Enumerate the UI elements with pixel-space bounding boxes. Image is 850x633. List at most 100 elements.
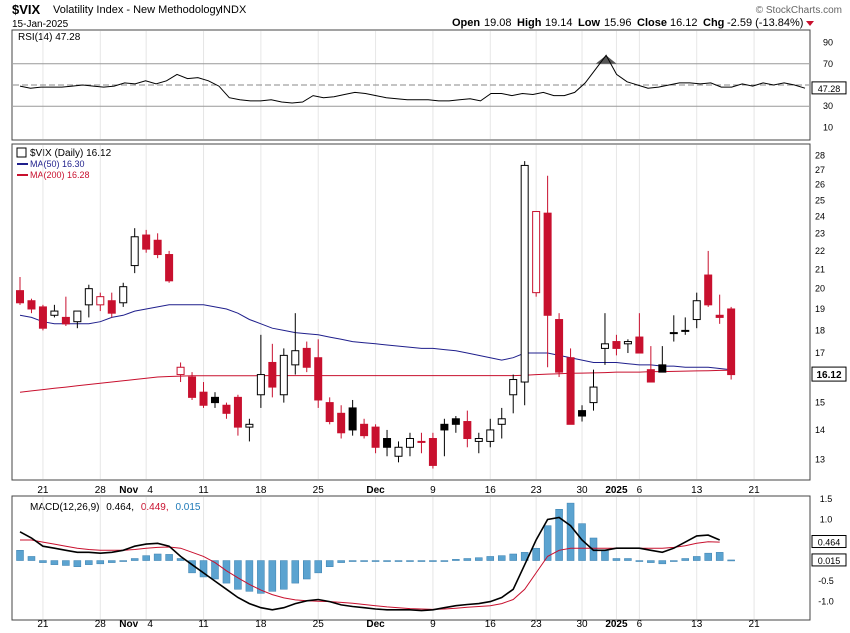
macd-histogram-bar — [578, 523, 586, 561]
price-tick-label: 28 — [815, 150, 825, 160]
macd-histogram-bar — [16, 550, 24, 561]
macd-histogram-bar — [658, 560, 667, 565]
candle-body — [371, 426, 380, 448]
candle-body — [199, 391, 208, 406]
price-tick-label: 20 — [815, 284, 825, 294]
candle-body — [646, 369, 655, 383]
candle-body — [463, 421, 472, 440]
price-tick-label: 22 — [815, 246, 825, 256]
macd-histogram-bar — [383, 560, 391, 562]
macd-histogram-bar — [429, 560, 437, 562]
candle-body — [153, 239, 162, 256]
x-axis-label: 16 — [485, 619, 497, 630]
candle-body — [256, 374, 265, 396]
candle-body — [623, 341, 632, 345]
macd-histogram-bar — [601, 550, 609, 561]
macd-title-name: MACD(12,26,9) — [30, 502, 99, 513]
candle-body — [245, 423, 254, 428]
rsi-tick-label: 90 — [823, 38, 833, 48]
macd-histogram-bar — [727, 559, 735, 562]
macd-histogram-bar — [257, 560, 265, 594]
price-panel — [11, 143, 811, 481]
x-axis-label: 21 — [749, 619, 761, 630]
candle-body — [130, 236, 139, 267]
macd-histogram-bar — [566, 502, 575, 561]
macd-histogram-bar — [440, 560, 449, 562]
price-current-box — [811, 366, 847, 382]
x-axis-label: Dec — [366, 485, 385, 496]
x-axis-label: 9 — [430, 619, 436, 630]
low-value: 15.96 — [604, 17, 632, 29]
macd-histogram-bar — [222, 560, 231, 584]
x-axis-label: 2025 — [605, 485, 628, 496]
rsi-tick-label: 10 — [823, 122, 833, 132]
macd-histogram-bar — [245, 560, 254, 592]
candle-body — [348, 407, 357, 431]
x-axis-label: 21 — [37, 619, 49, 630]
rsi-current-box — [811, 81, 847, 95]
candle-body — [61, 316, 70, 325]
macd-histogram-bar — [394, 560, 403, 562]
x-axis-label: 13 — [691, 485, 703, 496]
macd-histogram-bar — [50, 560, 59, 565]
ma50-legend: MA(50) 16.30 — [30, 159, 85, 169]
x-axis-labels: 21 21 28 28 Nov Nov 4 4 11 11 18 18 25 25 Dec Dec 9 9 16 16… — [37, 485, 760, 630]
x-axis-label: 30 — [576, 619, 588, 630]
price-tick-label: 21 — [815, 264, 825, 274]
rsi-tick-label: 70 — [823, 59, 833, 69]
macd-tick-label: -0.5 — [818, 576, 834, 586]
candle-body — [302, 347, 311, 368]
price-tick-label: 24 — [815, 211, 825, 221]
macd-histogram-bar — [119, 560, 127, 562]
macd-histogram-bar — [348, 560, 357, 562]
high-label: High — [517, 17, 542, 29]
down-arrow-icon — [806, 21, 814, 26]
macd-histogram-bar — [532, 547, 540, 561]
x-axis-label: 13 — [691, 619, 703, 630]
x-axis-label: 6 — [637, 485, 643, 496]
macd-histogram-bar — [153, 553, 162, 561]
candle-body — [210, 396, 219, 404]
x-axis-label: 11 — [198, 485, 209, 496]
macd-histogram-bar — [497, 555, 506, 561]
candle-body — [566, 357, 575, 425]
x-axis-label: 4 — [147, 619, 153, 630]
candle-body — [532, 211, 541, 294]
candle-body — [692, 300, 701, 321]
chg-value: -2.59 (-13.84%) — [727, 17, 803, 29]
price-tick-label: 23 — [815, 228, 825, 238]
x-axis-label: 21 — [749, 485, 761, 496]
high-value: 19.14 — [545, 17, 573, 29]
candle-body — [497, 418, 506, 425]
macd-histogram-bar — [452, 559, 460, 561]
open-value: 19.08 — [484, 17, 512, 29]
watermark: © StockCharts.com — [756, 5, 842, 16]
candle-body — [520, 164, 529, 383]
macd-histogram-bar — [108, 560, 116, 563]
price-tick-label: 25 — [815, 195, 825, 205]
macd-histogram-bar — [463, 558, 472, 561]
price-tick-label: 17 — [815, 348, 825, 358]
candle-body — [337, 412, 346, 434]
candle-body — [188, 376, 197, 398]
x-axis-label: 23 — [531, 485, 543, 496]
candle-body — [635, 336, 644, 354]
symbol: $VIX — [12, 2, 41, 17]
macd-panel — [11, 495, 811, 621]
macd-histogram-bar — [211, 560, 219, 580]
index-name: Volatility Index - New Methodology — [53, 4, 222, 16]
macd-histogram-bar — [165, 554, 173, 561]
macd-histogram-bar — [130, 558, 139, 561]
price-tick-label: 13 — [815, 454, 825, 464]
rsi-layer: 907050301047.28 — [13, 31, 847, 139]
candle-body — [176, 366, 185, 376]
x-axis-label: 23 — [531, 619, 543, 630]
candle-body — [727, 308, 736, 376]
macd-histogram-bar — [234, 560, 242, 590]
candle-body — [84, 288, 93, 306]
candle-body — [73, 310, 82, 323]
macd-histogram-bar — [96, 560, 105, 565]
close-value: 16.12 — [670, 17, 698, 29]
macd-histogram-bar — [39, 560, 47, 563]
